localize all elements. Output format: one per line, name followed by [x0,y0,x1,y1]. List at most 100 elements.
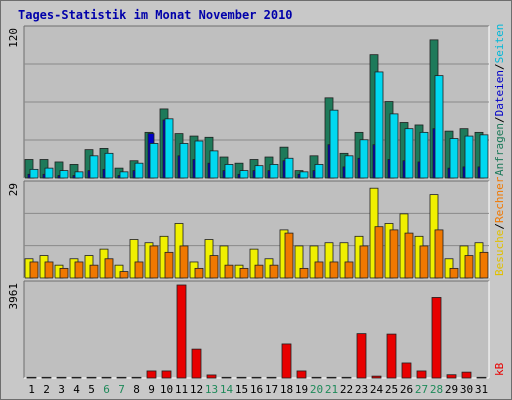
bar-dateien-day-31 [479,134,489,179]
bar-besuche-day-8 [129,239,139,279]
bar-dateien-day-13 [209,150,219,179]
day-label-30: 30 [460,383,473,396]
legend-label: / [493,116,506,123]
legend-panel-3: kB [493,362,506,376]
bar-seiten-day-2 [44,261,54,279]
legend-label: Besuche [493,230,506,276]
day-label-13: 13 [205,383,218,396]
bar-kb-day-10 [161,370,172,379]
bar-kb-day-25 [386,333,397,379]
bar-kb-day-11 [176,284,187,379]
y-max-label-panel-2: 29 [7,183,20,196]
bar-seiten-day-10 [164,251,174,279]
day-label-4: 4 [73,383,80,396]
legend-label: / [493,63,506,70]
day-label-11: 11 [175,383,188,396]
bar-kb-day-7 [116,376,127,379]
bar-dateien-day-10 [164,118,174,179]
day-label-31: 31 [475,383,488,396]
bar-seiten-day-14 [224,264,234,279]
bar-dateien-day-19 [299,171,309,179]
day-label-26: 26 [400,383,413,396]
bar-kb-day-22 [341,376,352,379]
bar-kb-day-3 [56,376,67,379]
day-label-15: 15 [235,383,248,396]
day-label-6: 6 [103,383,110,396]
bar-seiten-day-8 [134,261,144,279]
bar-kb-day-15 [236,376,247,379]
bar-seiten-day-28 [434,229,444,279]
bar-kb-day-14 [221,376,232,379]
bar-dateien-day-17 [269,164,279,179]
bar-kb-day-26 [401,362,412,379]
bar-dateien-day-20 [314,164,324,179]
bar-kb-day-21 [326,376,337,379]
day-label-12: 12 [190,383,203,396]
bar-seiten-day-6 [104,258,114,279]
bar-kb-day-30 [461,371,472,379]
bar-seiten-day-19 [299,267,309,279]
bar-seiten-day-25 [389,229,399,279]
day-label-19: 19 [295,383,308,396]
bar-dateien-day-12 [194,140,204,179]
bar-kb-day-1 [26,376,37,379]
bar-besuche-day-16 [249,248,259,279]
bar-seiten-day-9 [149,245,159,279]
bar-kb-day-9 [146,370,157,379]
bar-dateien-day-18 [284,157,294,179]
bar-besuche-day-21 [324,242,334,279]
bar-kb-day-13 [206,374,217,379]
bar-kb-day-24 [371,375,382,379]
bar-seiten-day-15 [239,267,249,279]
day-label-22: 22 [340,383,353,396]
bar-seiten-day-12 [194,267,204,279]
bar-seiten-day-17 [269,264,279,279]
bar-seiten-day-23 [359,245,369,279]
bar-dateien-day-8 [134,162,144,179]
day-label-2: 2 [43,383,50,396]
bar-kb-day-19 [296,370,307,379]
bar-seiten-day-21 [329,261,339,279]
bar-dateien-day-23 [359,139,369,179]
bar-kb-day-20 [311,376,322,379]
bar-dateien-day-11 [179,143,189,179]
bar-seiten-day-16 [254,264,264,279]
day-label-1: 1 [28,383,35,396]
bar-dateien-day-24 [374,71,384,179]
bar-dateien-day-5 [89,155,99,179]
bar-besuche-day-22 [339,242,349,279]
bar-seiten-day-30 [464,255,474,279]
bar-dateien-day-2 [44,167,54,179]
bar-kb-day-23 [356,333,367,379]
bar-seiten-day-26 [404,232,414,279]
bar-seiten-day-3 [59,267,69,279]
legend-label: Seiten [493,24,506,64]
bar-seiten-day-24 [374,226,384,279]
bar-dateien-day-30 [464,135,474,179]
day-label-27: 27 [415,383,428,396]
bar-seiten-day-5 [89,264,99,279]
bar-dateien-day-21 [329,109,339,179]
day-label-16: 16 [250,383,263,396]
day-label-7: 7 [118,383,125,396]
bar-seiten-day-22 [344,261,354,279]
legend-label: Anfragen [493,123,506,176]
bar-kb-day-17 [266,376,277,379]
bar-dateien-day-6 [104,152,114,179]
day-label-9: 9 [148,383,155,396]
bar-seiten-day-4 [74,261,84,279]
bar-kb-day-28 [431,297,442,379]
bar-dateien-day-22 [344,155,354,179]
bar-seiten-day-29 [449,267,459,279]
bar-dateien-day-26 [404,128,414,179]
bar-kb-day-31 [476,376,487,379]
bar-seiten-day-31 [479,251,489,279]
legend-label: kB [493,362,506,376]
bar-dateien-day-14 [224,164,234,179]
bar-kb-day-18 [281,343,292,379]
bar-seiten-day-20 [314,261,324,279]
bar-seiten-day-27 [419,245,429,279]
plot-area-3 [24,281,489,378]
bar-kb-day-6 [101,376,112,379]
